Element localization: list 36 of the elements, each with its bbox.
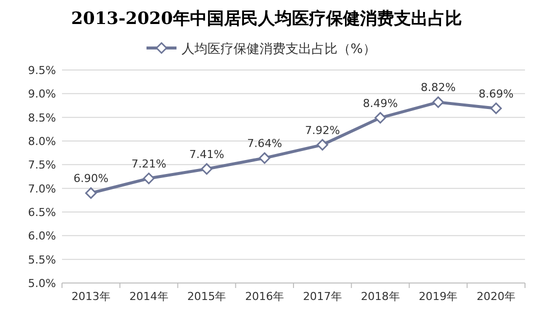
data-label: 7.92% [304,124,340,137]
data-label: 8.49% [362,96,398,110]
point [200,163,212,175]
y-tick-label: 6.5% [28,206,56,219]
data-label: 7.41% [189,148,224,161]
point [143,172,155,184]
point [85,187,97,199]
y-tick-label: 7.5% [28,158,56,172]
legend-label: 人均医疗保健消费支出占比（%） [182,42,376,57]
data-label: 8.82% [420,81,456,94]
x-tick-label: 2013年 [71,290,110,303]
point [258,152,270,164]
data-label: 7.64% [247,137,282,150]
y-tick-label: 9.0% [28,88,56,101]
point [432,96,444,108]
x-tick-label: 2014年 [129,290,168,303]
y-tick-label: 7.0% [28,182,56,196]
x-tick-label: 2020年 [476,290,516,303]
point [316,139,328,151]
y-tick-label: 8.5% [28,111,56,124]
x-tick-label: 2018年 [360,290,400,303]
x-tick-label: 2019年 [418,290,458,303]
data-label: 7.21% [131,157,166,170]
x-tick-label: 2017年 [302,290,342,303]
data-label: 6.90% [73,172,108,186]
point [374,112,386,124]
point [490,102,502,114]
y-tick-label: 5.5% [28,253,56,266]
data-label: 8.69% [478,87,514,100]
y-tick-label: 9.5% [28,64,56,77]
x-tick-label: 2016年 [245,290,284,303]
y-tick-label: 5.0% [28,277,56,290]
chart-title: 2013-2020年中国居民人均医疗保健消费支出占比 [71,9,462,29]
x-tick-label: 2015年 [187,290,226,303]
y-tick-label: 8.0% [28,135,56,148]
y-tick-label: 6.0% [28,230,56,243]
